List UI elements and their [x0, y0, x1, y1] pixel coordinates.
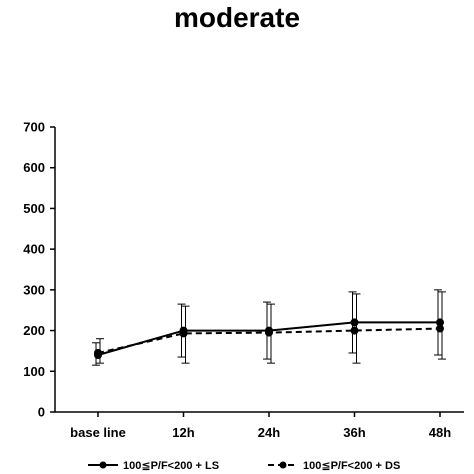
legend-marker	[279, 461, 287, 469]
series-1	[92, 289, 444, 366]
y-tick-label: 400	[23, 242, 45, 257]
data-point	[350, 318, 359, 327]
x-axis-ticks: base line 12h 24h 36h 48h	[70, 412, 451, 440]
legend-label: 100≦P/F<200 + DS	[303, 460, 400, 472]
x-tick-label: base line	[70, 425, 126, 440]
y-tick-label: 200	[23, 323, 45, 338]
y-tick-label: 300	[23, 282, 45, 297]
y-axis-ticks: 0 100 200 300 400 500 600 700	[23, 120, 55, 420]
data-point	[94, 348, 102, 357]
legend-item-2: 100≦P/F<200 + DS	[268, 460, 400, 472]
data-point	[350, 326, 359, 335]
axes	[54, 127, 464, 413]
x-tick-label: 36h	[343, 425, 365, 440]
y-tick-label: 500	[23, 201, 45, 216]
x-tick-label: 48h	[429, 425, 451, 440]
legend-item-1: 100≦P/F<200 + LS	[88, 460, 219, 472]
series-layer	[92, 289, 446, 366]
y-tick-label: 600	[23, 160, 45, 175]
legend-marker	[99, 461, 107, 469]
x-tick-label: 12h	[172, 425, 194, 440]
x-tick-label: 24h	[258, 425, 280, 440]
data-point	[179, 329, 188, 338]
y-tick-label: 100	[23, 364, 45, 379]
y-tick-label: 700	[23, 120, 45, 135]
chart-title: moderate	[173, 2, 301, 33]
legend: 100≦P/F<200 + LS 100≦P/F<200 + DS	[88, 460, 400, 472]
series-2	[94, 291, 446, 364]
y-tick-label: 0	[38, 405, 45, 420]
data-point	[265, 328, 273, 337]
data-point	[436, 324, 444, 333]
legend-label: 100≦P/F<200 + LS	[123, 460, 219, 472]
